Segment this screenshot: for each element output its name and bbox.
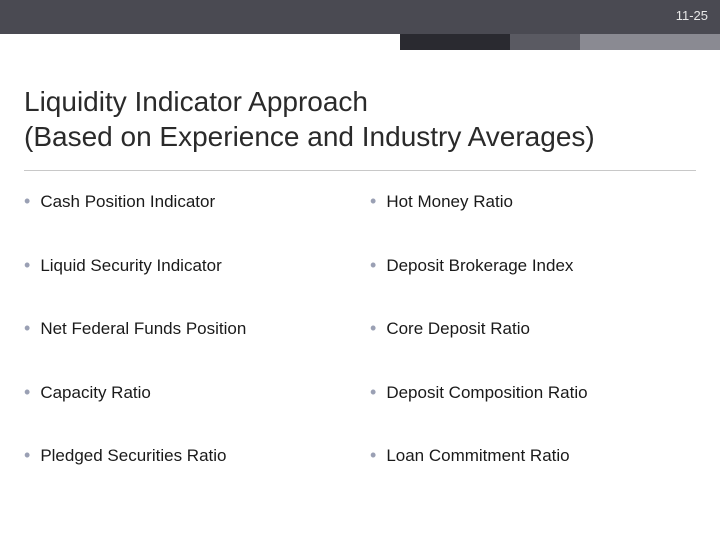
bullet-icon: • (24, 382, 30, 404)
bullet-icon: • (370, 191, 376, 213)
slide-number: 11-25 (676, 8, 708, 23)
item-label: Net Federal Funds Position (40, 318, 246, 339)
item-label: Core Deposit Ratio (386, 318, 530, 339)
bullet-icon: • (370, 445, 376, 467)
right-column: • Hot Money Ratio • Deposit Brokerage In… (370, 191, 696, 509)
item-label: Liquid Security Indicator (40, 255, 221, 276)
bullet-icon: • (370, 255, 376, 277)
accent-seg-3 (580, 34, 720, 50)
list-item: • Capacity Ratio (24, 382, 350, 404)
accent-spacer (0, 34, 400, 50)
list-item: • Hot Money Ratio (370, 191, 696, 213)
bullet-icon: • (370, 318, 376, 340)
item-label: Loan Commitment Ratio (386, 445, 569, 466)
slide-title: Liquidity Indicator Approach (Based on E… (24, 84, 696, 154)
list-item: • Net Federal Funds Position (24, 318, 350, 340)
list-item: • Pledged Securities Ratio (24, 445, 350, 467)
title-line-1: Liquidity Indicator Approach (24, 86, 368, 117)
item-label: Deposit Brokerage Index (386, 255, 573, 276)
header-bar: 11-25 (0, 0, 720, 34)
list-item: • Deposit Brokerage Index (370, 255, 696, 277)
title-block: Liquidity Indicator Approach (Based on E… (0, 50, 720, 170)
item-label: Cash Position Indicator (40, 191, 215, 212)
left-column: • Cash Position Indicator • Liquid Secur… (24, 191, 350, 509)
item-label: Pledged Securities Ratio (40, 445, 226, 466)
bullet-icon: • (24, 445, 30, 467)
list-item: • Deposit Composition Ratio (370, 382, 696, 404)
accent-row (0, 34, 720, 50)
bullet-icon: • (24, 191, 30, 213)
accent-seg-2 (510, 34, 580, 50)
list-item: • Core Deposit Ratio (370, 318, 696, 340)
content-columns: • Cash Position Indicator • Liquid Secur… (0, 171, 720, 509)
accent-seg-1 (400, 34, 510, 50)
item-label: Capacity Ratio (40, 382, 151, 403)
title-line-2: (Based on Experience and Industry Averag… (24, 121, 595, 152)
bullet-icon: • (24, 255, 30, 277)
item-label: Deposit Composition Ratio (386, 382, 587, 403)
item-label: Hot Money Ratio (386, 191, 513, 212)
list-item: • Cash Position Indicator (24, 191, 350, 213)
bullet-icon: • (370, 382, 376, 404)
list-item: • Loan Commitment Ratio (370, 445, 696, 467)
list-item: • Liquid Security Indicator (24, 255, 350, 277)
bullet-icon: • (24, 318, 30, 340)
